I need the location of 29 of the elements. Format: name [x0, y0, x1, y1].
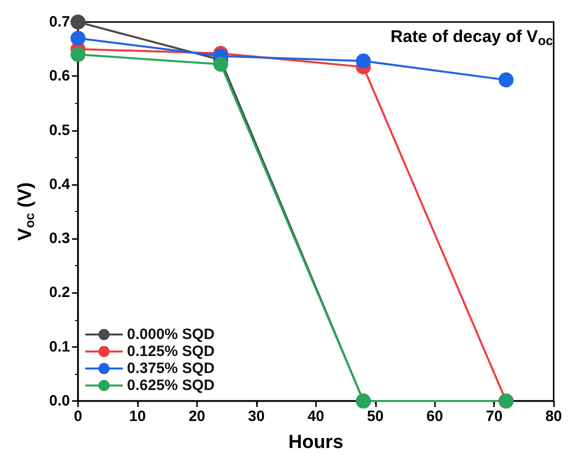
x-tick-label: 0 — [74, 408, 82, 425]
legend-label: 0.625% SQD — [127, 377, 215, 394]
y-tick-label: 0.7 — [49, 14, 70, 30]
y-tick-label: 0.4 — [49, 176, 71, 193]
y-tick-label: 0.0 — [49, 392, 70, 410]
y-tick-label: 0.5 — [49, 122, 70, 139]
point — [70, 46, 86, 62]
x-tick-label: 10 — [129, 408, 146, 425]
x-tick-label: 40 — [307, 408, 324, 425]
y-tick-label: 0.2 — [49, 284, 70, 302]
x-tick-label: 70 — [486, 408, 503, 425]
y-tick-label: 0.6 — [49, 68, 70, 85]
y-axis-title: Voc (V) — [15, 182, 37, 241]
x-tick-label: 60 — [426, 408, 444, 425]
x-tick-label: 80 — [545, 408, 562, 425]
point — [356, 53, 371, 68]
point — [70, 14, 86, 30]
y-tick-label: 0.3 — [49, 230, 70, 248]
x-tick-label: 50 — [366, 408, 384, 425]
x-tick-label: 20 — [188, 408, 206, 425]
point — [498, 72, 514, 88]
legend-label: 0.375% SQD — [127, 360, 215, 377]
point — [70, 30, 86, 46]
point — [213, 56, 228, 72]
x-axis-title: Hours — [288, 432, 344, 453]
legend-label: 0.000% SQD — [127, 326, 215, 343]
y-tick-label: 0.1 — [49, 338, 70, 356]
legend-label: 0.125% SQD — [127, 343, 215, 360]
x-tick-label: 30 — [248, 408, 265, 425]
